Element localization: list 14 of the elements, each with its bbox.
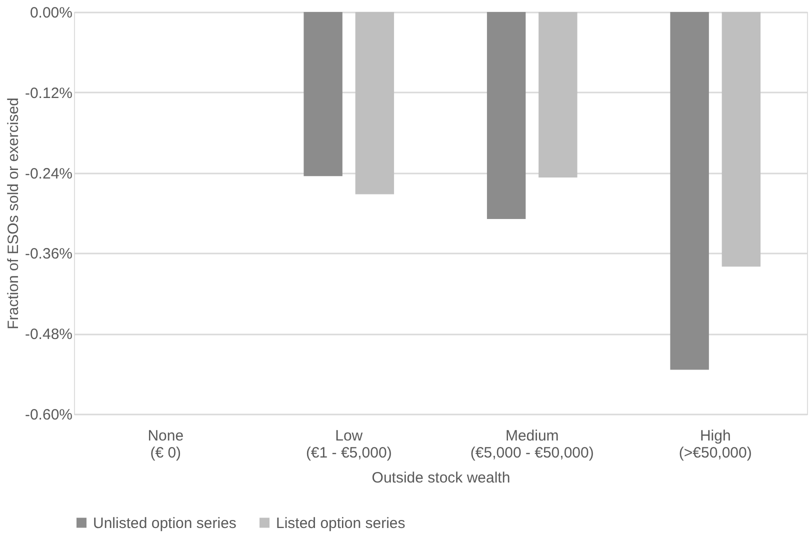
y-tick-label: 0.00% — [30, 4, 72, 22]
y-tick-label: -0.60% — [24, 406, 72, 424]
y-tick-label: -0.48% — [24, 326, 72, 344]
y-tick-label: -0.24% — [24, 165, 72, 182]
x-tick-label: None (€ 0) — [148, 428, 184, 462]
x-tick-label: Low (€1 - €5,000) — [306, 428, 392, 462]
x-tick-label: Medium (€5,000 - €50,000) — [470, 428, 594, 462]
y-tick-label: -0.12% — [24, 84, 72, 102]
legend-label: Listed option series — [276, 514, 406, 532]
y-tick-label: -0.36% — [24, 246, 72, 263]
y-axis-title: Fraction of ESOs sold or exercised — [4, 98, 22, 330]
x-tick-label: High (>€50,000) — [678, 428, 752, 462]
x-axis-title: Outside stock wealth — [372, 470, 510, 486]
legend-label: Unlisted option series — [93, 514, 236, 532]
